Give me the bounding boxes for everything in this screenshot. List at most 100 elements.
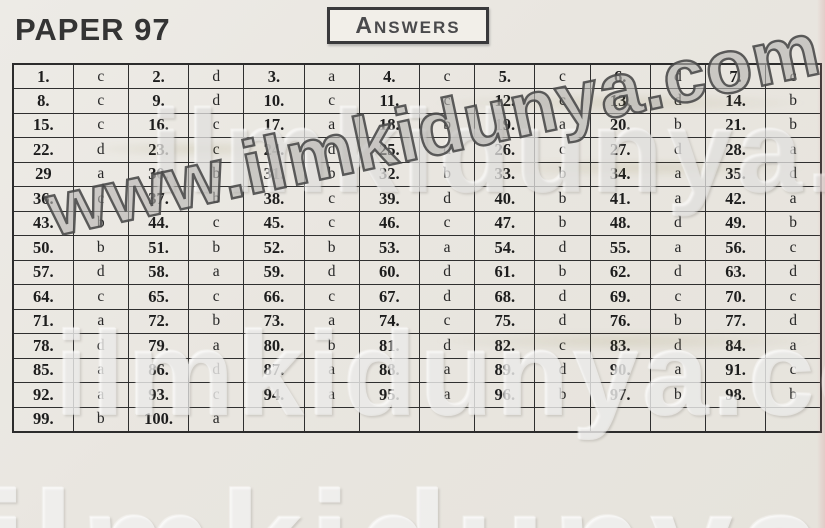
answer-letter-cell: d [765,161,822,187]
question-number-cell: 46. [358,210,420,236]
question-number-cell: 28. [705,137,767,163]
answer-table: 1. c 2. d 3. a 4. c 5. c 6. d 7. c 8. c 9. d 10. c 11. c 12. c 1… [12,63,822,433]
question-number-cell: 91. [705,357,767,383]
question-number-cell: 31. [243,161,305,187]
answer-letter-cell: b [765,112,822,138]
ghost-watermark-bottom: ilmkidunya.com [0,458,825,528]
question-number-cell: 77. [705,308,767,334]
answer-letter-cell: a [303,112,360,138]
question-number-cell: 72. [127,308,190,334]
answer-letter-cell: d [534,308,591,334]
question-number-cell: 18. [358,112,420,138]
table-row: 8. c 9. d 10. c 11. c 12. c 13. d 14. b [12,88,822,114]
table-row: 50. b 51. b 52. b 53. a 54. d 55. a 56. c [12,235,822,261]
answer-letter-cell: c [72,284,129,310]
question-number-cell: 65. [127,284,190,310]
answer-letter-cell: d [649,63,707,89]
answer-letter-cell: c [188,382,245,408]
answer-letter-cell: d [534,284,591,310]
question-number-cell: 6. [589,63,651,89]
answer-letter-cell: d [72,259,129,285]
question-number-cell: 24. [243,137,305,163]
question-number-cell: 79. [127,333,190,359]
answer-letter-cell: a [303,63,360,89]
question-number-cell: 67. [358,284,420,310]
question-number-cell: 57. [12,259,74,285]
question-number-cell [705,406,767,432]
question-number-cell: 55. [589,235,651,261]
question-number-cell: 73. [243,308,305,334]
question-number-cell: 78. [12,333,74,359]
answer-letter-cell: c [188,137,245,163]
question-number-cell: 82. [474,333,536,359]
question-number-cell: 64. [12,284,74,310]
question-number-cell: 69. [589,284,651,310]
answer-letter-cell: a [72,161,129,187]
answer-letter-cell: d [303,259,360,285]
answer-letter-cell: c [649,284,707,310]
answer-letter-cell: c [418,63,476,89]
answer-letter-cell: b [303,161,360,187]
answer-letter-cell: b [534,186,591,212]
question-number-cell: 89. [474,357,536,383]
answer-letter-cell: a [188,333,245,359]
question-number-cell: 7. [705,63,767,89]
answer-letter-cell: c [303,88,360,114]
question-number-cell: 29 [12,161,74,187]
question-number-cell: 94. [243,382,305,408]
answer-letter-cell: d [72,137,129,163]
question-number-cell: 47. [474,210,536,236]
answer-letter-cell: a [649,235,707,261]
answer-letter-cell: b [72,210,129,236]
table-row: 78. d 79. a 80. b 81. d 82. c 83. d 84. a [12,333,822,359]
answer-letter-cell: c [188,112,245,138]
question-number-cell: 38. [243,186,305,212]
question-number-cell: 42. [705,186,767,212]
answer-letter-cell: c [534,333,591,359]
answer-letter-cell [765,406,822,432]
question-number-cell: 9. [127,88,190,114]
question-number-cell: 32. [358,161,420,187]
question-number-cell: 60. [358,259,420,285]
question-number-cell [589,406,651,432]
answer-letter-cell: c [534,137,591,163]
answer-letter-cell: b [649,112,707,138]
answer-letter-cell: c [303,210,360,236]
answer-letter-cell: a [418,235,476,261]
answer-letter-cell: b [303,235,360,261]
question-number-cell: 33. [474,161,536,187]
answer-letter-cell: b [72,235,129,261]
answer-letter-cell: c [72,88,129,114]
question-number-cell: 80. [243,333,305,359]
answers-heading-label: ANSWERS [355,12,461,38]
answer-letter-cell: d [649,259,707,285]
answer-letter-cell: b [534,259,591,285]
question-number-cell: 93. [127,382,190,408]
question-number-cell: 14. [705,88,767,114]
answer-letter-cell: a [188,406,245,432]
answer-letter-cell: b [303,333,360,359]
table-row: 36. c 37. b 38. c 39. d 40. b 41. a 42. a [12,186,822,212]
question-number-cell: 83. [589,333,651,359]
question-number-cell [243,406,305,432]
question-number-cell: 30. [127,161,190,187]
question-number-cell: 81. [358,333,420,359]
answer-letter-cell [418,406,476,432]
answer-letter-cell: c [72,112,129,138]
answer-letter-cell: b [765,210,822,236]
answer-letter-cell: a [72,308,129,334]
answer-letter-cell: a [649,161,707,187]
answer-letter-cell: d [418,137,476,163]
question-number-cell: 66. [243,284,305,310]
question-number-cell: 19. [474,112,536,138]
answer-letter-cell: b [649,382,707,408]
question-number-cell: 37. [127,186,190,212]
answer-letter-cell: c [188,284,245,310]
table-row: 29 a 30. b 31. b 32. b 33. b 34. a 35. d [12,161,822,187]
answer-letter-cell: c [534,63,591,89]
table-row: 71. a 72. b 73. a 74. c 75. d 76. b 77. d [12,308,822,334]
question-number-cell: 68. [474,284,536,310]
answer-letter-cell: c [418,308,476,334]
answer-letter-cell: d [649,333,707,359]
